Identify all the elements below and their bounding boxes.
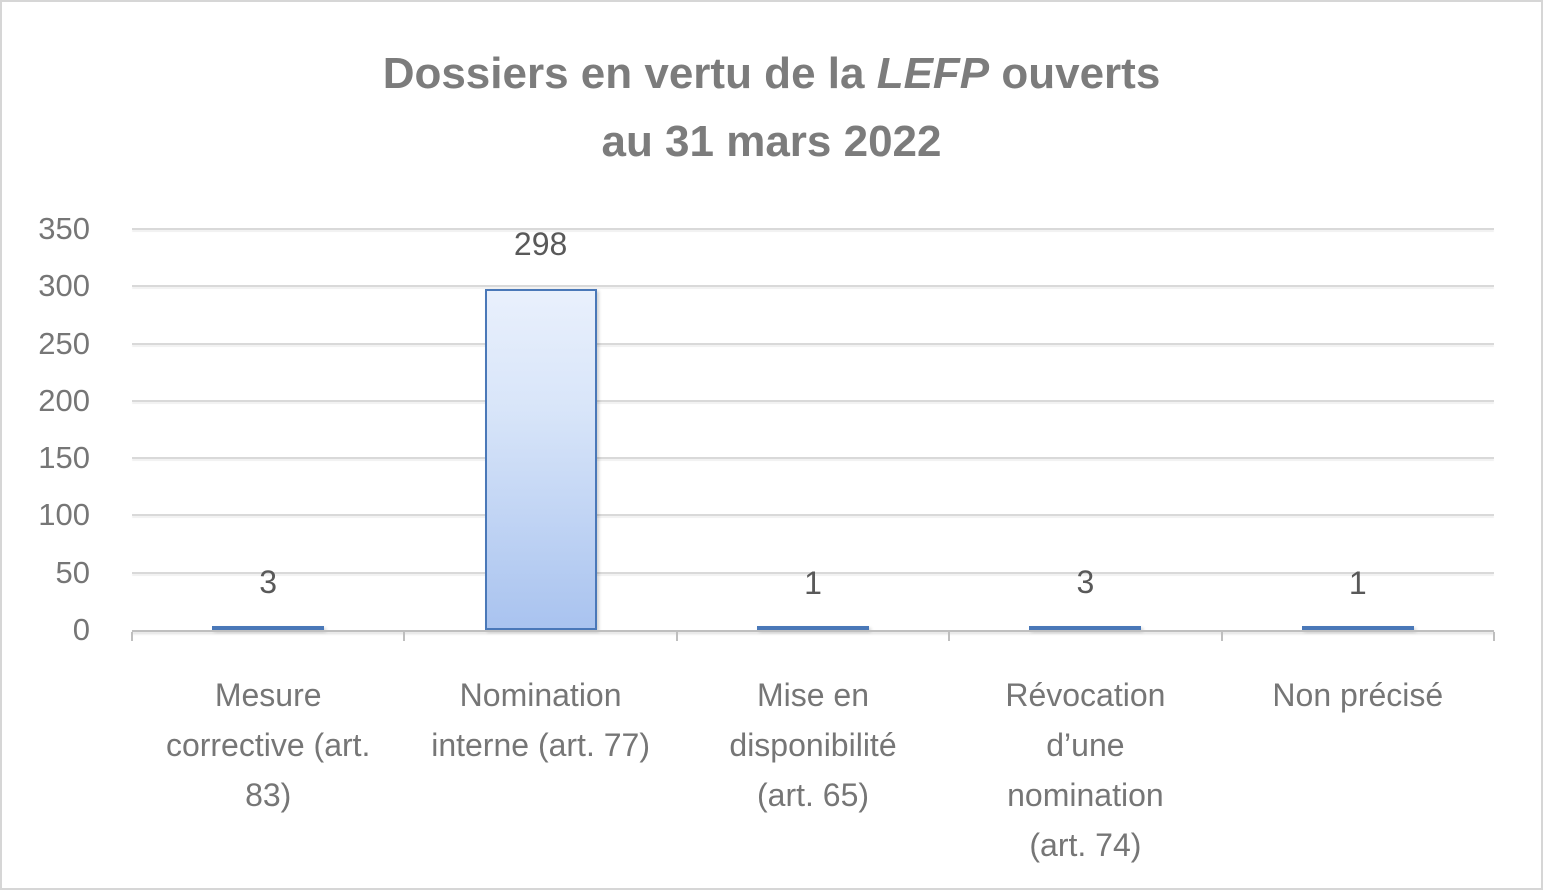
gridline <box>132 457 1494 460</box>
bar <box>1301 626 1414 630</box>
bar-value-label: 1 <box>1348 564 1367 601</box>
y-tick-label: 50 <box>55 554 90 590</box>
bar-value-label: 1 <box>804 564 822 601</box>
bar-value-label: 3 <box>259 563 278 600</box>
axis-tick <box>131 632 133 641</box>
bar <box>212 626 325 630</box>
x-category-label: Non précisé <box>1272 677 1444 713</box>
gridline <box>132 228 1494 230</box>
axis-tick <box>948 632 951 641</box>
bar <box>1029 626 1142 630</box>
y-tick-label: 0 <box>72 612 90 647</box>
bar-value-label: 298 <box>513 225 568 262</box>
gridline <box>132 399 1494 402</box>
y-tick-label: 250 <box>38 325 90 361</box>
y-tick-label: 100 <box>38 497 90 533</box>
gridline <box>132 514 1494 517</box>
y-tick-label: 350 <box>38 211 90 246</box>
plot-area: 3 298 1 3 1 <box>131 225 1495 641</box>
y-tick-label: 150 <box>38 440 90 476</box>
y-axis-labels: 0 50 100 150 200 250 300 350 <box>2 211 90 647</box>
axis-tick <box>403 632 406 641</box>
x-category-label: Nomination interne (art. 77) <box>431 677 650 763</box>
y-tick-label: 200 <box>38 382 90 418</box>
chart-title-line2: au 31 mars 2022 <box>601 117 942 166</box>
y-tick-label: 300 <box>38 268 90 304</box>
axis-tick <box>1493 632 1495 641</box>
chart-title-text-suffix: ouverts <box>989 49 1161 98</box>
x-axis-line <box>132 630 1494 632</box>
axis-tick <box>675 632 678 641</box>
axis-tick <box>1220 632 1223 641</box>
bar-value-label: 3 <box>1076 563 1095 600</box>
x-category-label: Mise en disponibilité (art. 65) <box>729 677 897 813</box>
gridline <box>132 571 1494 574</box>
gridline <box>132 285 1494 288</box>
gridline <box>132 342 1494 345</box>
bar <box>484 288 597 630</box>
x-category-label: Révocation d’une nomination (art. 74) <box>1005 677 1166 863</box>
x-category-label: Mesure corrective (art. 83) <box>165 677 371 813</box>
bar <box>757 626 869 630</box>
chart-title-line1: Dossiers en vertu de la LEFP ouverts <box>2 40 1541 108</box>
chart-title-text: Dossiers en vertu de la <box>382 49 877 98</box>
chart-title-italic-lefp: LEFP <box>876 49 990 98</box>
chart-title: Dossiers en vertu de la LEFP ouverts au … <box>2 40 1541 176</box>
